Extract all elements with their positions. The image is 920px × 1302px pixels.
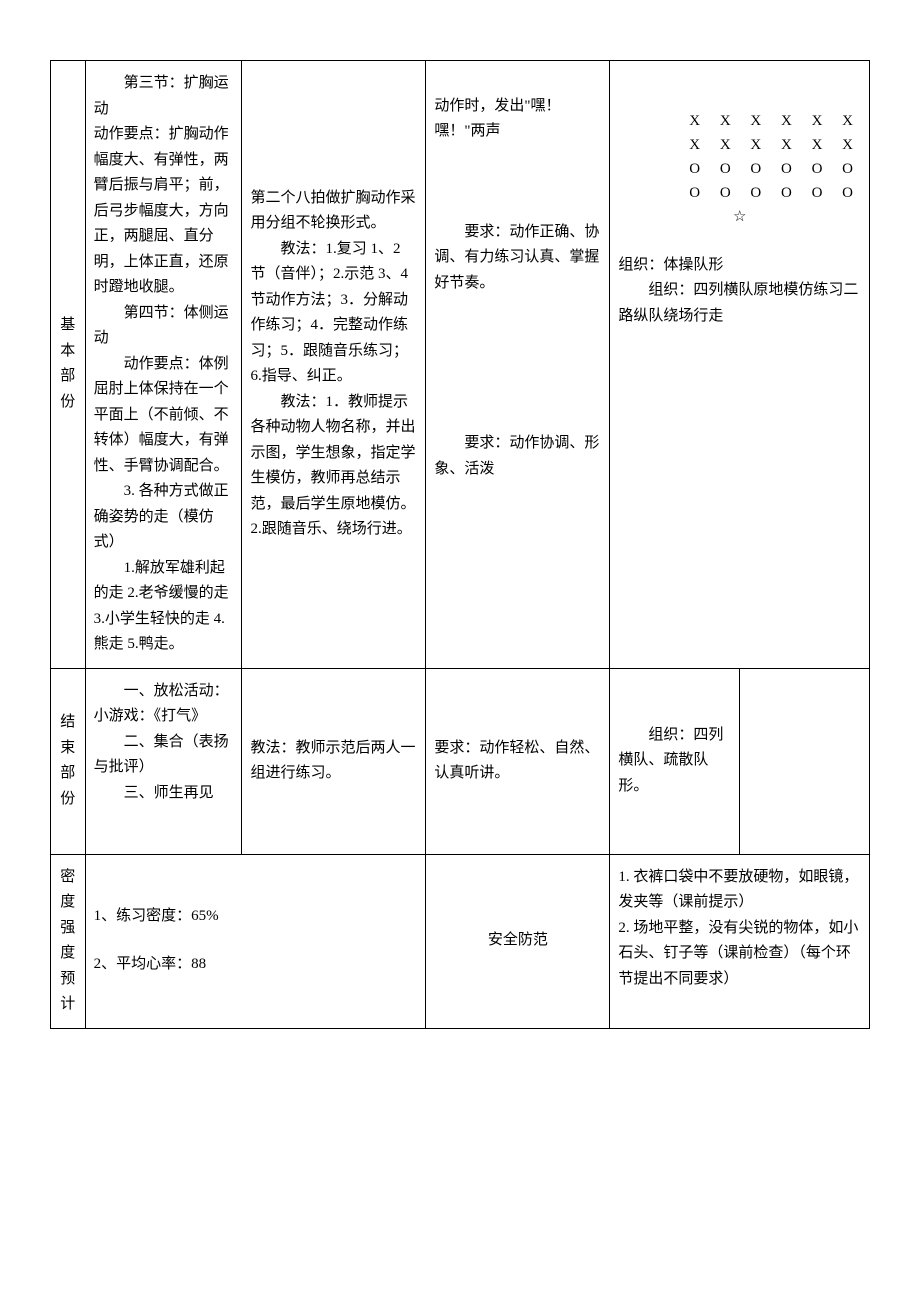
method-m1: 第二个八拍做扩胸动作采用分组不轮换形式。 [250, 186, 417, 237]
formation-row: O O O O O O [618, 181, 861, 205]
end-c2: 二、集合（表扬与批评） [94, 730, 234, 781]
star-icon: ☆ [618, 205, 861, 231]
density-mid: 安全防范 [488, 932, 548, 948]
org-o2: 组织：四列横队原地模仿练习二路纵队绕场行走 [618, 278, 861, 329]
end-org: 组织：四列横队、疏散队形。 [618, 723, 731, 800]
end-req: 要求：动作轻松、自然、认真听讲。 [434, 736, 601, 787]
end-org-cell: 组织：四列横队、疏散队形。 [610, 668, 740, 854]
method-m3: 教法：1．教师提示各种动物人物名称，并出示图，学生想象，指定学生模仿，教师再总结… [250, 390, 417, 543]
org-o1: 组织：体操队形 [618, 253, 861, 279]
method-m2: 教法：1.复习 1、2 节（音伴）；2.示范 3、4 节动作方法；3．分解动作练… [250, 237, 417, 390]
end-narrow-cell [740, 668, 870, 854]
section-header-end: 结束部份 [51, 668, 86, 854]
section-header-basic: 基本部份 [51, 61, 86, 669]
basic-org-cell: X X X X X X X X X X X X O O O O O O O O … [610, 61, 870, 669]
table-row-basic: 基本部份 第三节：扩胸运动 动作要点：扩胸动作幅度大、有弹性，两臂后振与肩平；前… [51, 61, 870, 669]
req-r2: 要求：动作正确、协调、有力练习认真、掌握好节奏。 [434, 220, 601, 297]
end-method: 教法：教师示范后两人一组进行练习。 [250, 736, 417, 787]
end-method-cell: 教法：教师示范后两人一组进行练习。 [242, 668, 426, 854]
lesson-plan-table: 基本部份 第三节：扩胸运动 动作要点：扩胸动作幅度大、有弹性，两臂后振与肩平；前… [50, 60, 870, 1029]
density-right: 1. 衣裤口袋中不要放硬物，如眼镜，发夹等（课前提示） 2. 场地平整，没有尖锐… [618, 869, 858, 987]
end-req-cell: 要求：动作轻松、自然、认真听讲。 [426, 668, 610, 854]
basic-method-cell: 第二个八拍做扩胸动作采用分组不轮换形式。 教法：1.复习 1、2 节（音伴）；2… [242, 61, 426, 669]
density-right-cell: 1. 衣裤口袋中不要放硬物，如眼镜，发夹等（课前提示） 2. 场地平整，没有尖锐… [610, 854, 870, 1028]
table-row-end: 结束部份 一、放松活动：小游戏：《打气》 二、集合（表扬与批评） 三、师生再见 … [51, 668, 870, 854]
req-r1: 动作时，发出"嘿！嘿！"两声 [434, 94, 601, 145]
section3-body: 动作要点：扩胸动作幅度大、有弹性，两臂后振与肩平；前，后弓步幅度大，方向正，两腿… [94, 122, 234, 301]
req-r3: 要求：动作协调、形象、活泼 [434, 431, 601, 482]
formation-row: O O O O O O [618, 157, 861, 181]
formation-row: X X X X X X [618, 109, 861, 133]
section4-body: 动作要点：体例屈肘上体保持在一个平面上（不前倾、不转体）幅度大，有弹性、手臂协调… [94, 352, 234, 480]
section4-title: 第四节：体侧运动 [94, 301, 234, 352]
basic-content-cell: 第三节：扩胸运动 动作要点：扩胸动作幅度大、有弹性，两臂后振与肩平；前，后弓步幅… [85, 61, 242, 669]
end-content-cell: 一、放松活动：小游戏：《打气》 二、集合（表扬与批评） 三、师生再见 [85, 668, 242, 854]
density-mid-cell: 安全防范 [426, 854, 610, 1028]
formation-diagram: X X X X X X X X X X X X O O O O O O O O … [618, 109, 861, 205]
p3-body: 1.解放军雄利起的走 2.老爷缓慢的走 3.小学生轻快的走 4.熊走 5.鸭走。 [94, 556, 234, 658]
table-row-density: 密度强度预计 1、练习密度：65% 2、平均心率：88 安全防范 1. 衣裤口袋… [51, 854, 870, 1028]
basic-req-cell: 动作时，发出"嘿！嘿！"两声 要求：动作正确、协调、有力练习认真、掌握好节奏。 … [426, 61, 610, 669]
formation-row: X X X X X X [618, 133, 861, 157]
end-c3: 三、师生再见 [94, 781, 234, 807]
section-header-density: 密度强度预计 [51, 854, 86, 1028]
density-l1: 1、练习密度：65% [94, 904, 418, 930]
density-l2: 2、平均心率：88 [94, 952, 418, 978]
p3-title: 3. 各种方式做正确姿势的走（模仿式） [94, 479, 234, 556]
end-c1: 一、放松活动：小游戏：《打气》 [94, 679, 234, 730]
density-left-cell: 1、练习密度：65% 2、平均心率：88 [85, 854, 426, 1028]
section3-title: 第三节：扩胸运动 [94, 71, 234, 122]
